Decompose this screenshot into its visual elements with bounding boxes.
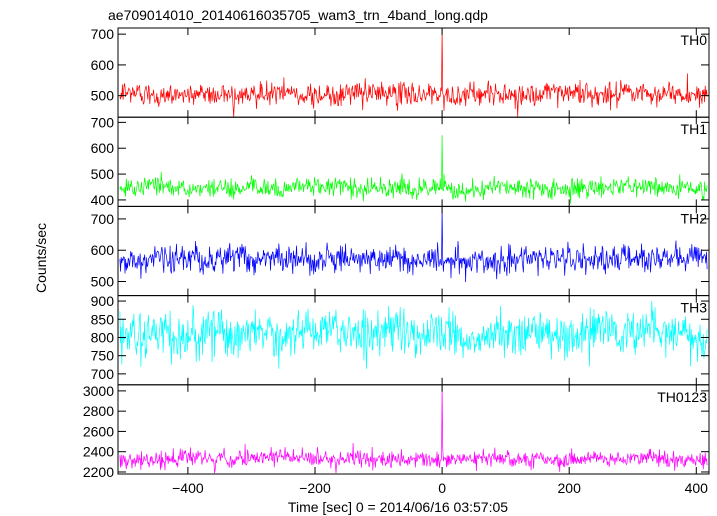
series-label-th3: TH3 [681,300,708,316]
y-tick-label: 2800 [83,403,114,419]
panel-th0123: 2200 2400 2600 2800 3000 TH0123 [83,383,710,480]
y-tick-label: 600 [91,57,115,73]
series-label-th1: TH1 [681,121,708,137]
x-axis-label: Time [sec] 0 = 2014/06/16 03:57:05 [288,499,508,515]
y-tick-label: 900 [91,293,115,309]
y-tick-label: 700 [91,26,115,42]
series-line-th2 [119,206,708,283]
panel-th2: 500 600 700 TH2 [91,205,710,297]
series-line-th1 [119,135,708,204]
series-line-th0123 [119,384,708,474]
series-label-th0: TH0 [681,32,708,48]
y-tick-label: 500 [91,88,115,104]
y-tick-label: 700 [91,211,115,227]
x-tick-label: 200 [558,480,582,496]
panel-frame [117,205,710,297]
y-tick-label: 850 [91,311,115,327]
y-tick-label: 400 [91,192,115,208]
panel-th1: 400 500 600 700 TH1 [91,114,710,208]
y-tick-label: 500 [91,166,115,182]
panel-th0: 500 600 700 TH0 [91,26,710,118]
y-tick-label: 2400 [83,444,114,460]
y-tick-label: 2200 [83,464,114,480]
y-tick-label: 600 [91,140,115,156]
y-tick-label: 700 [91,366,115,382]
series-line-th0 [119,28,708,118]
panel-frame [117,27,710,118]
y-axis-label: Counts/sec [33,223,49,293]
chart-title: ae709014010_20140616035705_wam3_trn_4ban… [108,7,488,23]
series-label-th0123: TH0123 [657,389,707,405]
x-tick-label: −400 [172,480,204,496]
panel-frame [117,384,710,475]
y-tick-label: 3000 [83,383,114,399]
series-label-th2: TH2 [681,210,708,226]
x-tick-label: 400 [685,480,709,496]
y-tick-label: 800 [91,329,115,345]
x-tick-label: −200 [299,480,331,496]
panel-th3: 700 750 800 850 900 TH3 [91,293,710,386]
x-tick-label: 0 [438,480,446,496]
y-tick-label: 750 [91,348,115,364]
y-tick-label: 500 [91,274,115,290]
y-tick-label: 600 [91,242,115,258]
y-tick-label: 2600 [83,423,114,439]
panels: 500 600 700 TH0 400 500 600 700 TH1 500 600 700 TH2 7… [83,26,710,496]
series-line-th3 [119,300,708,369]
y-tick-label: 700 [91,114,115,130]
